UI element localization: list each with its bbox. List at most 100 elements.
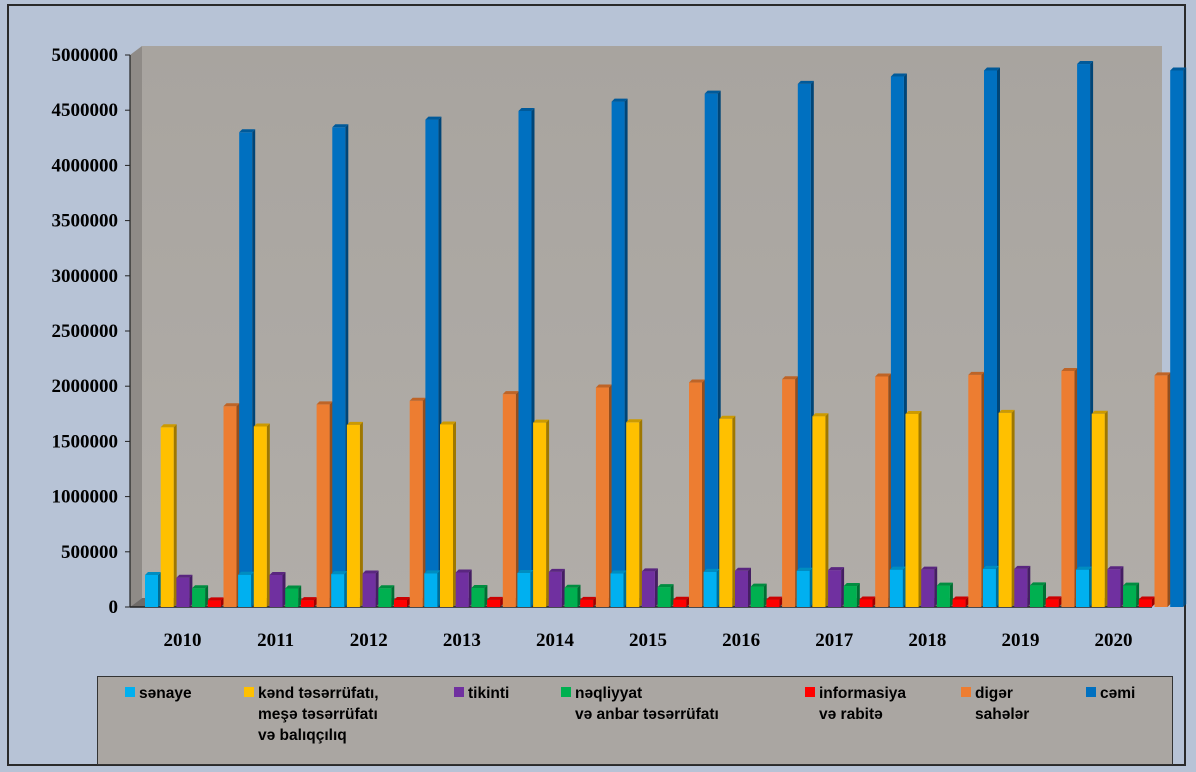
y-tick-label: 4000000 xyxy=(52,155,119,176)
bar-2020-series-2 xyxy=(1091,410,1108,607)
bar-2019-series-4 xyxy=(1030,582,1046,607)
x-tick-label: 2020 xyxy=(1095,630,1133,651)
legend-label: sənaye xyxy=(139,685,192,702)
bar-2010-series-2 xyxy=(160,424,177,607)
bar-2014-series-2 xyxy=(533,419,550,607)
bar-2014-series-4 xyxy=(564,584,581,607)
bar-2018-series-4 xyxy=(936,582,953,607)
legend-swatch xyxy=(561,687,571,697)
bar-2012-series-4 xyxy=(378,585,395,607)
bar-2010-series-4 xyxy=(192,585,209,607)
y-tick-label: 2000000 xyxy=(52,376,119,397)
x-tick-label: 2010 xyxy=(164,630,202,651)
bar-2012-series-2 xyxy=(346,421,363,607)
bar-2012-series-6 xyxy=(409,397,426,607)
legend-swatch xyxy=(1086,687,1096,697)
bar-2015-series-3 xyxy=(641,568,658,607)
legend-swatch xyxy=(805,687,815,697)
bar-2013-series-2 xyxy=(440,421,456,607)
bar-2018-series-6 xyxy=(968,371,985,607)
bar-2011-series-2 xyxy=(253,423,270,607)
bar-2010-series-7 xyxy=(239,129,256,607)
y-tick-label: 500000 xyxy=(61,542,118,563)
bar-2016-series-1 xyxy=(703,568,720,607)
y-tick-label: 0 xyxy=(109,597,119,618)
bar-2020-series-1 xyxy=(1076,566,1092,607)
bar-2015-series-1 xyxy=(610,570,627,607)
bar-2013-series-3 xyxy=(455,569,472,607)
bar-2014-series-3 xyxy=(548,568,565,607)
bar-2017-series-2 xyxy=(812,413,829,607)
x-tick-label: 2011 xyxy=(257,630,294,651)
bar-2020-series-3 xyxy=(1107,566,1124,607)
bar-2012-series-7 xyxy=(425,116,442,608)
bar-2020-series-7 xyxy=(1170,67,1187,608)
bar-2015-series-4 xyxy=(657,584,674,607)
x-tick-label: 2019 xyxy=(1001,630,1039,651)
bar-2014-series-6 xyxy=(595,384,612,607)
legend-label: cəmi xyxy=(1100,685,1136,702)
legend-swatch xyxy=(454,687,464,697)
bar-2016-series-2 xyxy=(719,415,736,607)
legend-swatch xyxy=(244,687,254,697)
x-tick-label: 2013 xyxy=(443,630,481,651)
bar-2019-series-2 xyxy=(998,409,1015,607)
bar-2017-series-4 xyxy=(843,583,860,607)
legend-label: tikinti xyxy=(468,685,510,702)
legend-label: kənd təsərrüfatı, meşə təsərrüfatı və ba… xyxy=(258,685,379,744)
bar-2013-series-5 xyxy=(487,596,504,607)
bar-2010-series-1 xyxy=(145,571,161,607)
bar-2018-series-5 xyxy=(952,596,969,607)
x-tick-label: 2014 xyxy=(536,630,575,651)
y-tick-label: 1000000 xyxy=(52,487,119,508)
legend-label: informasiya və rabitə xyxy=(819,685,907,723)
bar-2012-series-3 xyxy=(362,570,379,607)
bar-2020-series-6 xyxy=(1154,372,1171,607)
bar-2012-series-5 xyxy=(394,597,410,607)
bar-2016-series-3 xyxy=(735,567,751,607)
bar-2015-series-7 xyxy=(704,90,721,607)
bar-2010-series-6 xyxy=(223,403,240,607)
bar-2011-series-6 xyxy=(316,401,333,607)
bar-2019-series-5 xyxy=(1045,596,1062,607)
bar-2013-series-7 xyxy=(518,107,535,607)
bar-2017-series-7 xyxy=(890,73,907,607)
y-tick-label: 4500000 xyxy=(52,100,119,121)
bar-2017-series-5 xyxy=(859,596,876,607)
bar-2010-series-3 xyxy=(176,574,193,607)
chart-side-wall xyxy=(130,46,142,607)
chart-legend: sənaye kənd təsərrüfatı, meşə təsərrüfatı… xyxy=(97,676,1173,765)
legend-label: digər sahələr xyxy=(975,685,1030,723)
bar-2016-series-6 xyxy=(782,376,799,607)
bar-2015-series-6 xyxy=(689,379,705,607)
bar-2011-series-7 xyxy=(332,124,349,607)
legend-swatch xyxy=(961,687,971,697)
bar-2020-series-5 xyxy=(1138,596,1155,607)
y-tick-label: 1500000 xyxy=(52,431,119,452)
bar-2019-series-3 xyxy=(1014,565,1031,607)
bar-2011-series-5 xyxy=(300,597,317,607)
x-tick-label: 2015 xyxy=(629,630,667,651)
bar-2011-series-3 xyxy=(269,571,286,607)
bar-2019-series-7 xyxy=(1077,61,1094,608)
bar-2013-series-1 xyxy=(424,570,441,607)
bar-2015-series-2 xyxy=(626,419,643,607)
bar-2016-series-7 xyxy=(797,80,814,607)
bar-2019-series-6 xyxy=(1061,367,1078,607)
bar-2012-series-1 xyxy=(331,571,348,607)
bar-2019-series-1 xyxy=(982,565,999,607)
x-tick-label: 2017 xyxy=(815,630,854,651)
legend-swatch xyxy=(125,687,135,697)
bar-2017-series-3 xyxy=(828,567,845,607)
bar-2015-series-5 xyxy=(673,596,690,607)
bar-2016-series-4 xyxy=(750,583,767,607)
legend-label: nəqliyyat və anbar təsərrüfatı xyxy=(575,685,719,723)
bar-2011-series-4 xyxy=(285,585,302,607)
bar-2010-series-5 xyxy=(207,597,224,607)
bar-2013-series-6 xyxy=(502,391,519,607)
bar-2014-series-5 xyxy=(580,596,597,607)
y-tick-label: 2500000 xyxy=(52,321,119,342)
bar-2013-series-4 xyxy=(471,585,488,607)
bar-2014-series-7 xyxy=(611,98,628,607)
